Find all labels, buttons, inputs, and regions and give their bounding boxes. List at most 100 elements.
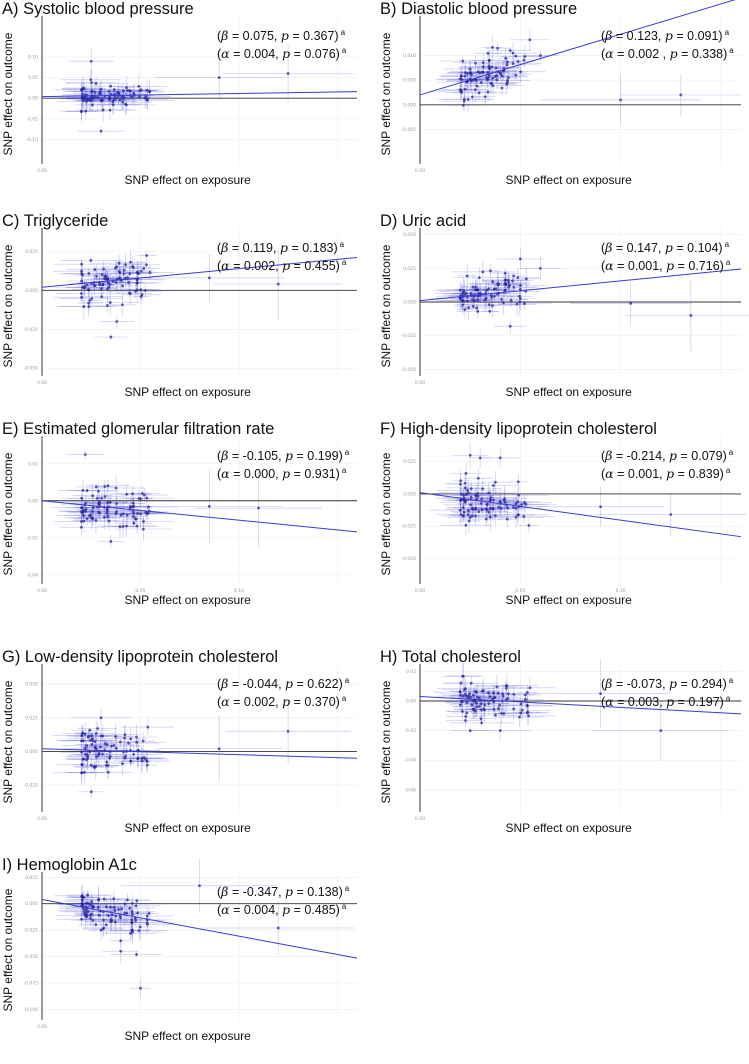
x-axis-label: SNP effect on exposure	[505, 173, 632, 187]
data-point	[89, 738, 92, 742]
data-point	[108, 108, 112, 112]
x-tick-label: 0.00	[37, 168, 47, 174]
beta-stat: (β = 0.119, p = 0.183) a	[217, 240, 345, 255]
data-point	[81, 488, 85, 492]
data-point	[90, 516, 94, 520]
data-point	[468, 453, 472, 457]
data-point	[599, 505, 602, 509]
data-point	[476, 494, 480, 498]
data-point	[495, 74, 499, 78]
data-point	[80, 88, 84, 92]
data-point	[492, 691, 495, 695]
data-point	[470, 514, 474, 518]
data-point	[504, 684, 508, 688]
data-point	[483, 95, 487, 99]
data-point	[80, 109, 83, 113]
data-points	[79, 59, 290, 133]
data-point	[461, 291, 465, 295]
data-point	[90, 734, 93, 738]
data-point	[471, 693, 475, 697]
data-point	[462, 97, 466, 101]
data-point	[489, 498, 493, 502]
data-point	[477, 91, 481, 95]
data-point	[468, 729, 472, 732]
data-point	[512, 707, 516, 711]
data-point	[137, 929, 141, 933]
data-point	[115, 91, 119, 95]
beta-stat: (β = -0.105, p = 0.199) a	[217, 448, 350, 463]
data-point	[145, 88, 149, 92]
data-point	[516, 276, 520, 279]
data-point	[487, 303, 491, 306]
data-point	[474, 493, 478, 497]
data-point	[115, 320, 119, 323]
data-point	[119, 949, 123, 953]
data-point	[115, 502, 118, 505]
data-point	[519, 711, 523, 715]
data-point	[90, 297, 94, 301]
data-point	[105, 507, 109, 511]
data-point	[129, 931, 132, 935]
data-point	[475, 690, 478, 694]
data-point	[114, 281, 118, 284]
data-point	[500, 74, 504, 78]
data-point	[103, 742, 107, 746]
data-point	[123, 736, 126, 740]
data-point	[97, 898, 100, 902]
data-point	[511, 62, 515, 65]
data-point	[468, 515, 472, 519]
data-point	[134, 919, 138, 922]
data-point	[96, 96, 100, 100]
data-point	[488, 507, 492, 510]
data-point	[286, 72, 290, 75]
data-point	[101, 98, 104, 102]
data-point	[120, 303, 124, 307]
data-point	[459, 498, 463, 502]
data-point	[516, 60, 520, 64]
data-point	[522, 58, 526, 62]
x-tick-label: 0.00	[415, 816, 425, 822]
data-point	[508, 49, 512, 52]
data-point	[86, 901, 90, 905]
data-point	[96, 727, 100, 730]
data-point	[91, 506, 95, 510]
data-point	[477, 696, 481, 700]
data-point	[121, 100, 125, 104]
data-point	[118, 740, 122, 744]
y-tick-label: -0.05	[26, 116, 38, 122]
data-point	[88, 728, 92, 732]
data-point	[129, 759, 132, 763]
alpha-stat: (α = 0.004, p = 0.076) a	[217, 46, 347, 61]
data-point	[81, 903, 85, 907]
data-point	[126, 88, 130, 92]
y-tick-label: -0.02	[404, 728, 416, 734]
y-tick-label: 0.000	[403, 491, 416, 497]
data-point	[474, 514, 477, 518]
data-point	[87, 305, 91, 309]
data-point	[122, 272, 126, 276]
scatter-plot: 0.02 0.00 -0.02 -0.04 -0.06 0.00	[404, 659, 742, 822]
data-point	[517, 513, 520, 517]
data-point	[481, 61, 485, 65]
data-point	[497, 505, 501, 509]
regression-line	[41, 91, 358, 98]
data-point	[137, 748, 140, 752]
data-point	[490, 82, 494, 85]
data-point	[81, 273, 85, 277]
data-point	[128, 505, 132, 508]
data-point	[94, 485, 98, 489]
data-point	[493, 696, 497, 699]
data-point	[508, 324, 512, 328]
data-point	[488, 515, 492, 519]
data-point	[144, 95, 148, 98]
data-point	[124, 263, 128, 266]
y-tick-label: -0.04	[26, 572, 38, 578]
data-point	[117, 908, 121, 911]
data-point	[101, 282, 105, 286]
data-point	[492, 484, 495, 487]
data-point	[82, 97, 86, 101]
alpha-stat: (α = 0.001, p = 0.839) a	[601, 466, 731, 481]
data-point	[503, 500, 507, 504]
data-point	[527, 524, 531, 527]
data-point	[481, 65, 485, 69]
